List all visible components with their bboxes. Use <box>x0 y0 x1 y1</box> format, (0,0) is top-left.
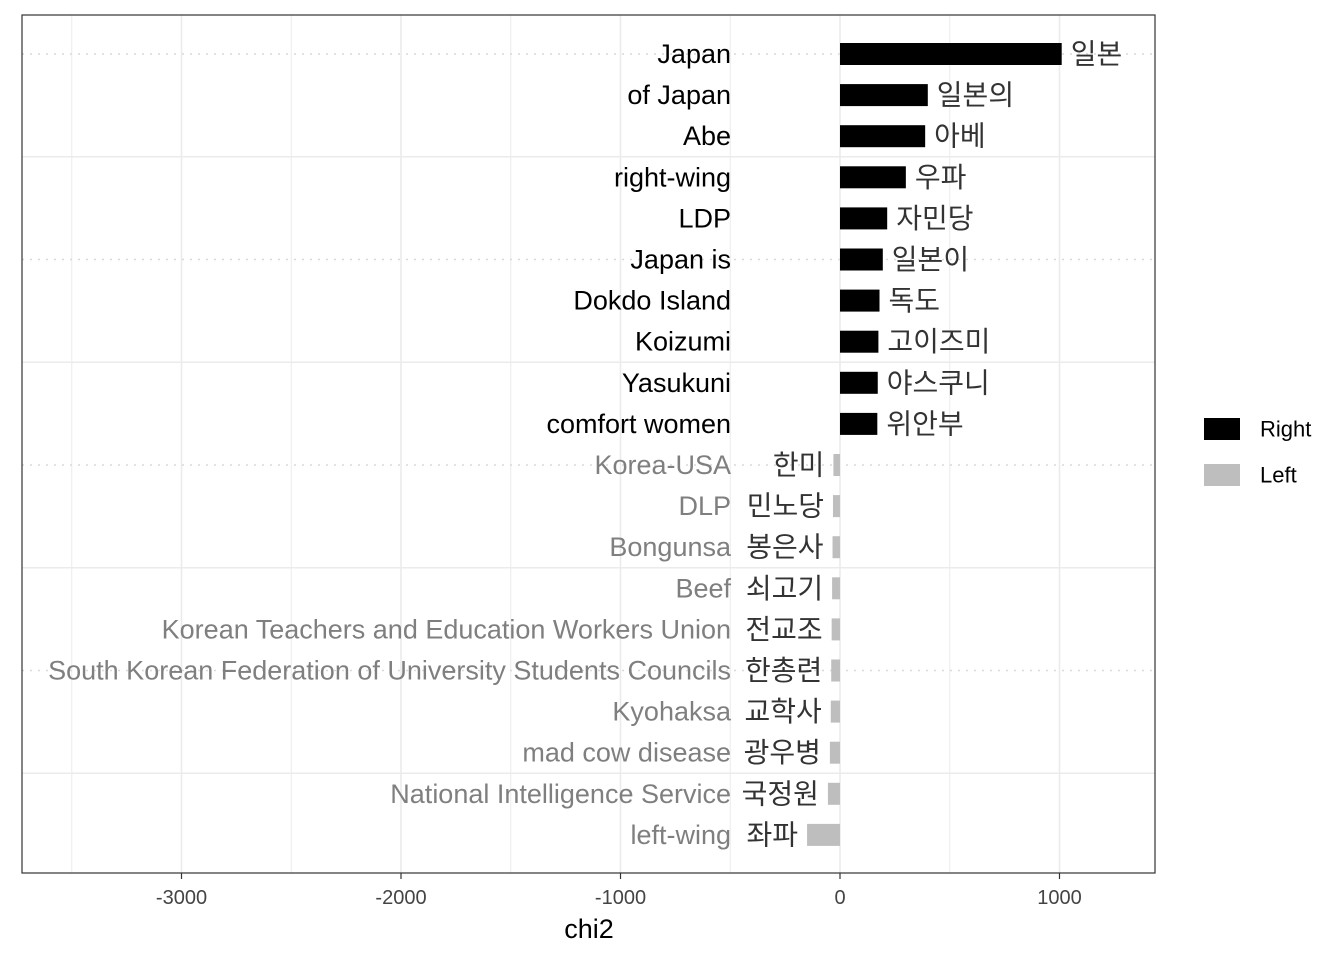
legend-key-right <box>1204 418 1240 440</box>
bar-left <box>832 577 840 600</box>
english-term-label: Bongunsa <box>609 532 732 562</box>
bar-left <box>831 659 840 682</box>
english-term-label: right-wing <box>614 162 731 192</box>
bar-right <box>840 371 878 394</box>
bars <box>807 43 1062 846</box>
bar-right <box>840 289 880 312</box>
korean-term-label: 위안부 <box>886 407 963 440</box>
bar-right <box>840 166 906 189</box>
english-term-label: Koizumi <box>635 327 731 357</box>
english-term-label: Dokdo Island <box>573 286 731 316</box>
x-tick-label: 1000 <box>1037 887 1082 909</box>
bar-right <box>840 43 1062 65</box>
x-axis-title: chi2 <box>564 914 614 944</box>
bar-right <box>840 84 928 107</box>
english-term-label: LDP <box>678 203 731 233</box>
bar-right <box>840 248 883 271</box>
korean-term-label: 국정원 <box>742 777 819 810</box>
legend: Right Left <box>1204 417 1311 488</box>
korean-term-label: 일본의 <box>937 79 1014 112</box>
english-term-label: Korea-USA <box>594 450 731 480</box>
bar-left <box>831 618 840 641</box>
english-term-label: comfort women <box>546 409 731 439</box>
korean-term-label: 독도 <box>889 284 941 317</box>
x-tick-label: -3000 <box>156 887 207 909</box>
korean-term-label: 민노당 <box>747 490 824 523</box>
bar-right <box>840 330 879 353</box>
legend-label: Right <box>1260 417 1311 442</box>
english-term-label: South Korean Federation of University St… <box>48 656 731 686</box>
english-term-label: DLP <box>678 491 731 521</box>
bar-left <box>832 495 840 518</box>
english-term-label: Kyohaksa <box>612 697 732 727</box>
korean-term-label: 야스쿠니 <box>887 366 990 399</box>
english-term-label: Japan is <box>630 245 731 275</box>
english-term-label: Abe <box>683 121 731 151</box>
korean-term-label: 아베 <box>934 120 986 153</box>
bar-right <box>840 125 926 148</box>
bar-left <box>833 454 840 476</box>
korean-term-label: 한총련 <box>745 654 822 687</box>
korean-term-label: 좌파 <box>747 818 799 851</box>
plot-background <box>22 15 1155 873</box>
bar-right <box>840 207 888 230</box>
bar-left <box>832 536 840 559</box>
korean-term-label: 교학사 <box>744 695 821 728</box>
korean-term-label: 일본 <box>1071 38 1123 71</box>
bar-left <box>830 700 840 723</box>
english-term-label: Japan <box>657 39 731 69</box>
korean-term-label: 광우병 <box>744 736 821 769</box>
english-term-label: Beef <box>675 573 731 603</box>
korean-term-label: 쇠고기 <box>746 572 823 605</box>
bar-left <box>807 823 840 846</box>
bar-left <box>829 741 840 764</box>
english-term-label: of Japan <box>627 80 731 110</box>
x-tick-label: -2000 <box>375 887 426 909</box>
korean-term-label: 고이즈미 <box>887 325 990 358</box>
korean-term-label: 자민당 <box>896 202 973 235</box>
english-term-label: Korean Teachers and Education Workers Un… <box>162 614 731 644</box>
korean-term-label: 한미 <box>773 449 825 482</box>
legend-key-left <box>1204 464 1240 486</box>
korean-term-label: 일본이 <box>892 243 969 276</box>
korean-term-label: 봉은사 <box>746 531 823 564</box>
x-axis: -3000 -2000 -1000 0 1000 <box>156 873 1082 909</box>
english-term-label: National Intelligence Service <box>390 779 731 809</box>
english-term-label: mad cow disease <box>522 738 731 768</box>
x-tick-label: 0 <box>834 887 845 909</box>
bar-right <box>840 412 878 435</box>
bar-labels: Japan 일본 of Japan 일본의 Abe 아베 right-wing 우파 LDP 자민… <box>48 38 1122 852</box>
korean-term-label: 우파 <box>915 161 967 194</box>
korean-term-label: 전교조 <box>745 613 822 646</box>
legend-label: Left <box>1260 463 1297 488</box>
bar-left <box>827 782 840 805</box>
plot-border <box>21 14 1156 874</box>
english-term-label: Yasukuni <box>622 368 731 398</box>
x-tick-label: -1000 <box>595 887 646 909</box>
english-term-label: left-wing <box>630 820 731 850</box>
